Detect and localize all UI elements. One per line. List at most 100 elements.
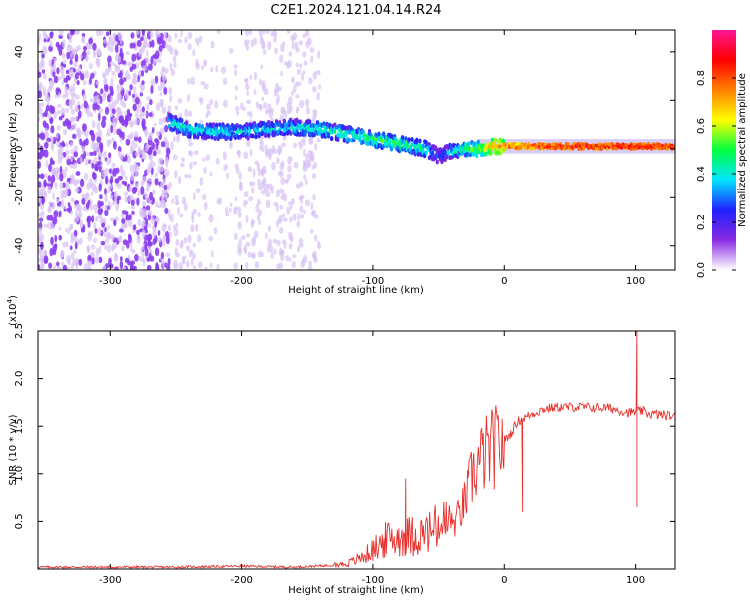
spectrogram-noise-cell [110,90,114,96]
spectrogram-noise-cell [58,76,62,81]
spectrogram-noise-cell [292,85,297,94]
spectrogram-noise-cell [172,224,178,230]
spectrogram-noise-cell [97,227,102,236]
colorbar-gradient [712,30,736,270]
spectrogram-signal-cell [407,137,411,143]
spectrogram-noise-cell [96,48,102,57]
spectrogram-noise-cell [277,145,283,155]
spectrogram-noise-cell [237,243,242,252]
spectrogram-noise-cell [49,247,54,257]
spectrogram-noise-cell [302,70,306,75]
spectrogram-noise-cell [87,264,91,270]
spectrogram-noise-cell [180,30,184,38]
spectrogram-noise-cell [316,138,321,143]
spectrogram-noise-cell [208,235,214,242]
spectrogram-noise-cell [72,61,78,68]
spectrogram-noise-cell [59,203,64,209]
spectrogram-noise-cell [149,131,153,137]
spectrogram-noise-cell [298,141,303,148]
spectrogram-noise-cell [172,136,176,142]
spectrogram-signal-cell [402,140,406,146]
spectrogram-noise-cell [179,213,184,218]
spectrogram-noise-cell [98,107,104,114]
spectrogram-noise-cell [197,261,203,269]
spectrogram-noise-cell [270,250,274,260]
spectrogram-noise-cell [90,72,95,79]
spectrogram-noise-cell [73,229,78,237]
spectrogram-noise-cell [264,231,268,240]
spectrogram-signal-cell [289,130,293,136]
spectrogram-signal-cell [516,142,520,146]
spectrogram-noise-cell [82,45,88,51]
spectrogram-noise-cell [150,56,154,65]
spectrogram-noise-cell [86,50,91,56]
spectrogram-noise-cell [177,38,183,44]
spectrogram-noise-cell [72,258,76,266]
spectrogram-noise-cell [173,263,179,270]
spectrogram-noise-cell [114,266,119,270]
spectrogram-noise-cell [156,148,162,155]
spectrogram-noise-cell [173,228,179,237]
spectrogram-noise-cell [152,58,157,65]
spectrogram-signal-cell [222,124,227,129]
spectrogram-noise-cell [309,47,315,53]
spectrogram-noise-cell [171,198,175,204]
spectrogram-noise-cell [245,214,249,223]
spectrogram-noise-cell [74,187,80,193]
spectrogram-noise-cell [39,102,45,107]
spectrogram-noise-cell [195,188,201,193]
spectrogram-noise-cell [302,33,306,39]
spectrogram-signal-cell [281,123,285,129]
spectrogram-noise-cell [92,237,98,244]
spectrogram-noise-cell [44,173,48,178]
spectrogram-noise-cell [133,118,139,126]
spectrogram-signal-cell [377,131,381,137]
spectrogram-noise-cell [257,250,263,258]
spectrogram-noise-cell [69,88,75,96]
spectrogram-noise-cell [108,168,112,174]
spectrogram-noise-cell [64,86,69,94]
spectrogram-noise-cell [188,110,193,118]
spectrogram-noise-cell [253,37,258,46]
spectrogram-noise-cell [90,244,96,250]
spectrogram-noise-cell [47,207,51,214]
spectrogram-noise-cell [149,31,154,38]
spectrogram-noise-cell [161,106,167,114]
spectrogram-noise-cell [288,257,292,262]
spectrogram-noise-cell [275,189,280,198]
spectrogram-noise-cell [250,39,255,48]
spectrogram-noise-cell [157,58,162,63]
spectrogram-noise-cell [289,156,293,162]
spectrogram-noise-cell [216,198,221,205]
spectrogram-noise-cell [38,236,42,244]
spectrogram-noise-cell [302,159,306,165]
spectrogram-noise-cell [195,223,199,232]
spectrogram-noise-cell [79,178,85,188]
spectrogram-noise-cell [69,101,73,110]
spectrogram-x-tick-label: -100 [362,276,385,287]
spectrogram-noise-cell [65,142,69,148]
spectrogram-noise-cell [48,262,53,269]
spectrogram-noise-cell [209,262,213,269]
spectrogram-noise-cell [155,102,161,111]
spectrogram-noise-cell [132,103,137,112]
spectrogram-noise-cell [92,102,97,111]
spectrogram-noise-cell [249,148,253,157]
spectrogram-noise-cell [186,94,191,103]
spectrogram-noise-cell [304,178,308,186]
spectrogram-noise-cell [210,40,215,49]
spectrogram-signal-cell [252,120,257,126]
spectrogram-noise-cell [252,168,256,178]
spectrogram-noise-cell [257,178,261,187]
spectrogram-noise-cell [141,229,146,238]
colorbar: 0.0 0.2 0.4 0.6 0.8 Normalized spectral ampl… [696,30,748,278]
spectrogram-noise-cell [90,205,94,211]
spectrogram-noise-cell [173,61,177,68]
spectrogram-noise-cell [286,206,291,215]
spectrogram-noise-cell [86,182,91,191]
spectrogram-noise-cell [74,72,79,80]
spectrogram-noise-cell [141,30,146,35]
spectrogram-noise-cell [152,238,156,246]
spectrogram-noise-cell [71,133,77,140]
spectrogram-noise-cell [154,172,158,178]
